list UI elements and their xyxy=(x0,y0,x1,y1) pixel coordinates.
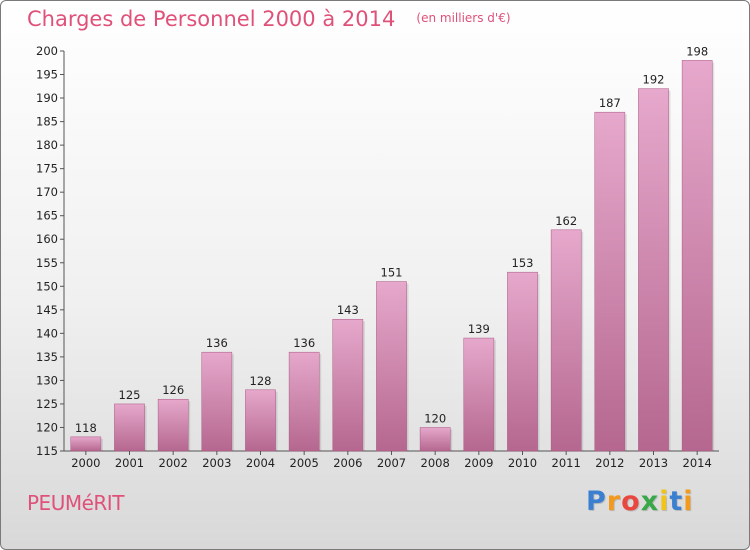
logo-letter: o xyxy=(621,486,641,517)
data-label: 139 xyxy=(468,322,490,336)
bar xyxy=(332,318,364,452)
bar xyxy=(594,111,626,452)
bar xyxy=(463,337,495,452)
y-tick-label: 120 xyxy=(36,420,58,434)
bar xyxy=(638,88,669,452)
y-tick-label: 150 xyxy=(36,279,58,293)
bar xyxy=(681,60,713,452)
y-tick-label: 130 xyxy=(36,373,58,387)
x-tick-label: 2000 xyxy=(71,456,100,470)
y-tick-label: 140 xyxy=(36,326,58,340)
x-tick-label: 2003 xyxy=(202,456,231,470)
x-tick-label: 2008 xyxy=(421,456,450,470)
data-label: 153 xyxy=(512,256,534,270)
chart-subtitle: (en milliers d'€) xyxy=(416,11,511,25)
bar xyxy=(201,351,233,452)
bar xyxy=(157,398,189,452)
data-label: 126 xyxy=(162,383,184,397)
y-tick-label: 190 xyxy=(36,91,58,105)
y-tick-label: 155 xyxy=(36,256,58,270)
y-tick-label: 180 xyxy=(36,138,58,152)
data-label: 136 xyxy=(293,336,315,350)
bar xyxy=(507,271,538,452)
x-tick-label: 2001 xyxy=(115,456,144,470)
data-label: 118 xyxy=(75,421,97,435)
x-tick-label: 2014 xyxy=(683,456,712,470)
y-tick-label: 195 xyxy=(36,68,58,82)
data-label: 192 xyxy=(643,73,665,87)
logo-letter: x xyxy=(640,486,660,517)
bar xyxy=(376,281,407,452)
x-tick-label: 2005 xyxy=(290,456,319,470)
logo-letter: t xyxy=(669,486,684,517)
y-tick-label: 185 xyxy=(36,115,58,129)
data-label: 143 xyxy=(337,303,359,317)
x-tick-label: 2006 xyxy=(333,456,362,470)
bar xyxy=(245,389,276,452)
data-label: 120 xyxy=(424,411,446,425)
data-label: 151 xyxy=(381,266,403,280)
x-tick-label: 2013 xyxy=(639,456,668,470)
y-tick-label: 115 xyxy=(36,444,58,458)
logo-letter: r xyxy=(606,486,622,517)
x-tick-label: 2002 xyxy=(159,456,188,470)
x-tick-label: 2011 xyxy=(552,456,581,470)
y-tick-label: 200 xyxy=(36,44,58,58)
x-tick-label: 2009 xyxy=(464,456,493,470)
bar xyxy=(550,229,582,452)
x-tick-label: 2004 xyxy=(246,456,275,470)
bar xyxy=(419,427,451,452)
x-tick-label: 2012 xyxy=(595,456,624,470)
commune-name: PEUMéRIT xyxy=(27,491,124,515)
title-row: Charges de Personnel 2000 à 2014 (en mil… xyxy=(27,7,511,31)
data-label: 125 xyxy=(119,388,141,402)
bar xyxy=(288,351,320,452)
y-tick-label: 135 xyxy=(36,350,58,364)
y-tick-label: 125 xyxy=(36,397,58,411)
y-tick-label: 175 xyxy=(36,162,58,176)
data-label: 162 xyxy=(555,214,577,228)
y-tick-label: 145 xyxy=(36,303,58,317)
proxiti-logo: Proxiti xyxy=(586,486,694,517)
logo-letter: i xyxy=(659,486,670,517)
bar xyxy=(70,436,102,452)
chart-title: Charges de Personnel 2000 à 2014 xyxy=(27,7,396,31)
y-tick-label: 165 xyxy=(36,209,58,223)
x-tick-label: 2007 xyxy=(377,456,406,470)
y-tick-label: 160 xyxy=(36,232,58,246)
bar xyxy=(114,403,145,452)
logo-letter: i xyxy=(683,486,694,517)
data-label: 198 xyxy=(686,44,708,58)
data-label: 187 xyxy=(599,96,621,110)
x-tick-label: 2010 xyxy=(508,456,537,470)
data-label: 136 xyxy=(206,336,228,350)
data-label: 128 xyxy=(250,374,272,388)
logo-letter: P xyxy=(586,486,607,517)
y-tick-label: 170 xyxy=(36,185,58,199)
